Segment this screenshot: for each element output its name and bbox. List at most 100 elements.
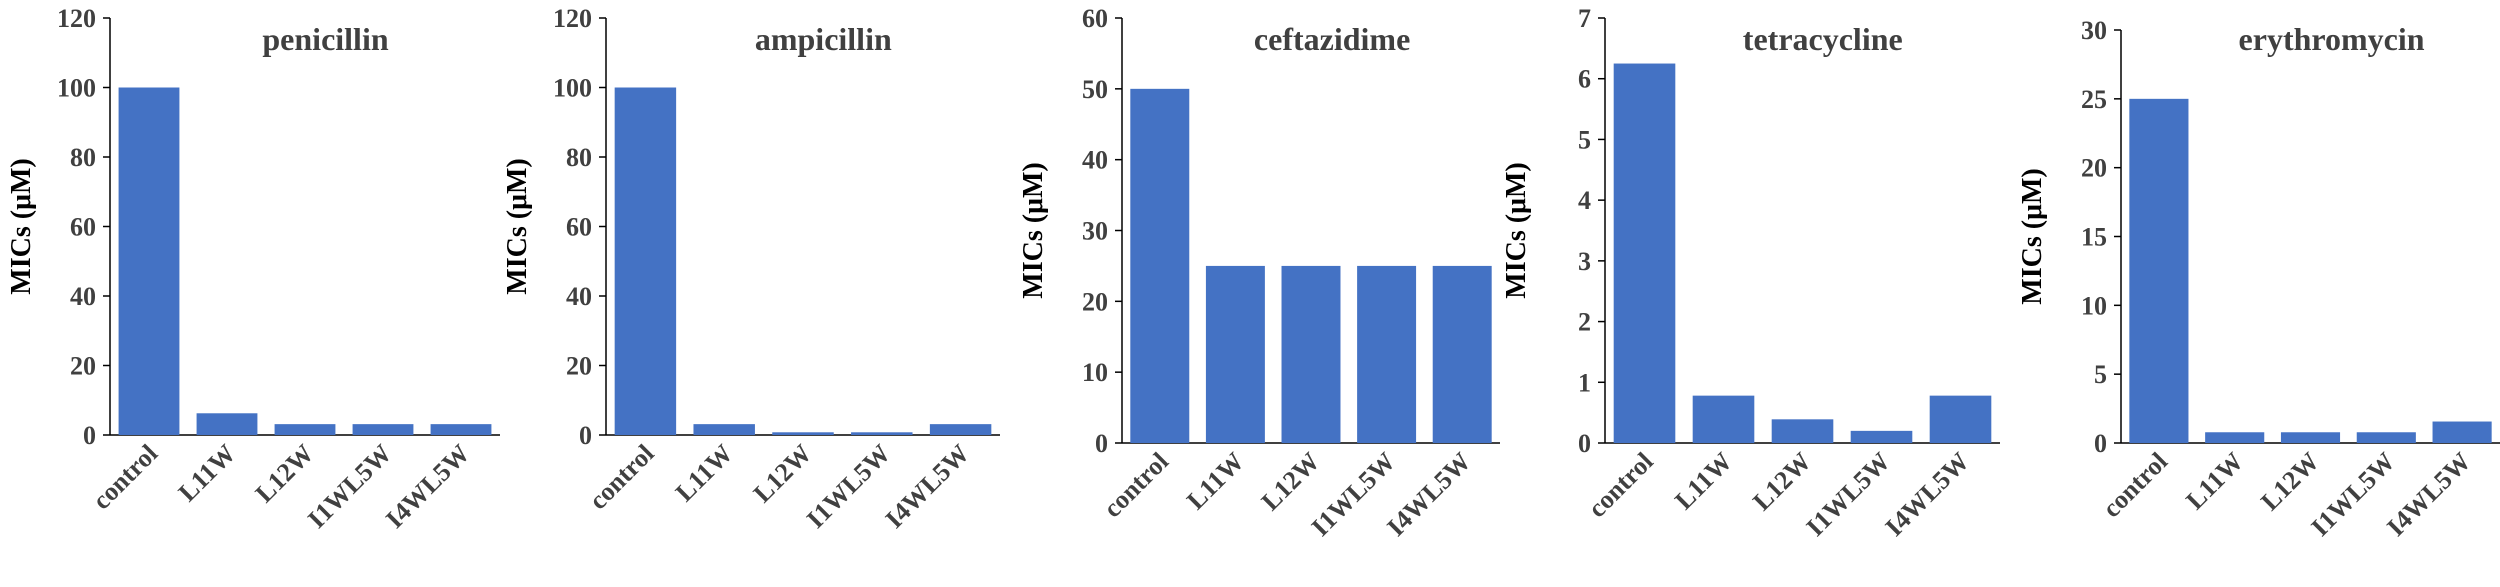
- y-axis-title: MICs (μM): [1501, 162, 1532, 298]
- bar-control: [118, 87, 180, 435]
- y-tick-label: 0: [83, 421, 96, 450]
- y-tick-label: 3: [1578, 247, 1591, 276]
- y-tick-label: 50: [1082, 75, 1108, 104]
- y-tick-label: 10: [1082, 358, 1108, 387]
- bar-L11W: [1692, 395, 1755, 443]
- y-tick-label: 5: [1578, 125, 1591, 154]
- x-tick-label: I4WL5W: [880, 439, 975, 534]
- x-tick-label: L11W: [173, 439, 242, 508]
- y-tick-label: 4: [1578, 186, 1591, 215]
- y-axis-title: MICs (μM): [2017, 168, 2048, 304]
- x-tick-label: L11W: [2180, 447, 2249, 516]
- x-tick-label: L12W: [1747, 447, 1817, 517]
- bar-I1WL5W: [1357, 265, 1417, 443]
- bar-I1WL5W: [2356, 432, 2416, 443]
- bar-I1WL5W: [352, 424, 414, 435]
- y-tick-label: 0: [1095, 429, 1108, 458]
- bar-L11W: [693, 424, 755, 435]
- y-tick-label: 100: [57, 74, 96, 103]
- bar-control: [1130, 88, 1190, 443]
- x-tick-label: I4WL5W: [1381, 447, 1476, 542]
- bar-I4WL5W: [1432, 265, 1492, 443]
- y-tick-label: 0: [579, 421, 592, 450]
- y-tick-label: 80: [70, 143, 96, 172]
- bar-L12W: [274, 424, 336, 435]
- x-tick-label: control: [2097, 447, 2173, 523]
- y-tick-label: 0: [1578, 429, 1591, 458]
- y-tick-label: 100: [553, 74, 592, 103]
- x-tick-label: I4WL5W: [2381, 447, 2476, 542]
- y-axis-title: MICs (μM): [6, 158, 37, 294]
- y-tick-label: 60: [566, 213, 592, 242]
- x-tick-label: L11W: [1669, 447, 1738, 516]
- y-tick-label: 7: [1578, 4, 1591, 33]
- bar-L11W: [196, 413, 258, 435]
- x-tick-label: L12W: [2255, 447, 2325, 517]
- y-axis-title: MICs (μM): [502, 158, 533, 294]
- y-tick-label: 120: [553, 4, 592, 33]
- x-tick-label: L11W: [670, 439, 739, 508]
- chart-title: penicillin: [262, 21, 388, 57]
- x-tick-label: control: [1098, 447, 1174, 523]
- x-tick-label: I4WL5W: [1880, 447, 1975, 542]
- bar-chart-ceftazidime: 0 10 20 30 40 50 60 MICs (μM) ceftazidime control…: [1018, 4, 1500, 542]
- bar-I1WL5W: [851, 432, 913, 435]
- chart-title: erythromycin: [2239, 21, 2425, 57]
- y-tick-label: 25: [2081, 85, 2107, 114]
- y-tick-label: 120: [57, 4, 96, 33]
- y-tick-label: 40: [70, 282, 96, 311]
- bar-L11W: [2205, 432, 2265, 443]
- y-tick-label: 10: [2081, 291, 2107, 320]
- bar-L12W: [1771, 419, 1834, 443]
- bar-I1WL5W: [1850, 430, 1913, 443]
- bar-control: [1613, 63, 1676, 444]
- bar-chart-ampicillin: 0 20 40 60 80 100 120 MICs (μM) ampicillin contro…: [502, 4, 1000, 534]
- y-tick-label: 1: [1578, 368, 1591, 397]
- chart-title: tetracycline: [1743, 21, 1903, 57]
- bar-L11W: [1205, 265, 1265, 443]
- y-tick-label: 20: [70, 352, 96, 381]
- bar-L12W: [2280, 432, 2341, 443]
- y-tick-label: 2: [1578, 308, 1591, 337]
- x-tick-label: I4WL5W: [380, 439, 475, 534]
- y-tick-label: 5: [2094, 360, 2107, 389]
- bar-chart-erythromycin: 0 5 10 15 20 25 30 MICs (μM) erythromycin control…: [2017, 16, 2500, 542]
- x-tick-label: L12W: [1256, 447, 1326, 517]
- x-tick-label: L12W: [250, 439, 320, 509]
- chart-title: ceftazidime: [1254, 21, 1410, 57]
- y-tick-label: 80: [566, 143, 592, 172]
- x-tick-label: I1WL5W: [302, 439, 397, 534]
- y-tick-label: 30: [1082, 217, 1108, 246]
- bar-chart-penicillin: 0 20 40 60 80 100 120 MICs (μM) penicillin contro…: [6, 4, 500, 534]
- y-tick-label: 20: [566, 352, 592, 381]
- y-tick-label: 60: [70, 213, 96, 242]
- y-tick-label: 0: [2094, 429, 2107, 458]
- y-tick-label: 6: [1578, 65, 1591, 94]
- y-tick-label: 60: [1082, 4, 1108, 33]
- bar-chart-tetracycline: 0 1 2 3 4 5 6 7 MICs (μM) tetracycline control L11W…: [1501, 4, 2000, 542]
- y-axis-title: MICs (μM): [1018, 162, 1049, 298]
- x-tick-label: L12W: [748, 439, 818, 509]
- bar-L12W: [772, 432, 834, 435]
- y-tick-label: 20: [1082, 287, 1108, 316]
- x-tick-label: I1WL5W: [1801, 447, 1896, 542]
- y-tick-label: 40: [566, 282, 592, 311]
- x-tick-label: L11W: [1181, 447, 1250, 516]
- x-tick-label: control: [1582, 447, 1658, 523]
- bar-I4WL5W: [2432, 421, 2492, 443]
- bar-I4WL5W: [430, 424, 492, 435]
- y-tick-label: 40: [1082, 146, 1108, 175]
- bar-L12W: [1281, 265, 1341, 443]
- bar-I4WL5W: [929, 424, 992, 435]
- chart-title: ampicillin: [755, 21, 892, 57]
- x-tick-label: control: [583, 439, 659, 515]
- y-tick-label: 20: [2081, 154, 2107, 183]
- y-tick-label: 15: [2081, 223, 2107, 252]
- y-tick-label: 30: [2081, 16, 2107, 45]
- x-tick-label: control: [87, 439, 163, 515]
- bar-I4WL5W: [1929, 395, 1992, 443]
- bar-control: [2129, 98, 2189, 443]
- x-tick-label: I1WL5W: [801, 439, 896, 534]
- bar-control: [614, 87, 677, 435]
